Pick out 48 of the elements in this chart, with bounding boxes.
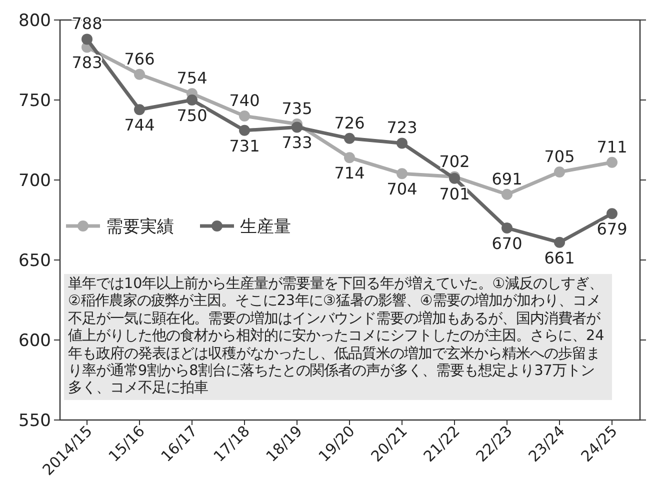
point (239, 124, 250, 136)
point (134, 68, 145, 80)
data-label: 704 (386, 180, 418, 199)
y-tick-label: 800 (18, 11, 51, 31)
data-label: 783 (72, 53, 102, 72)
point (502, 222, 512, 234)
point (239, 110, 250, 122)
data-label: 740 (229, 91, 260, 110)
data-label: 711 (596, 137, 628, 156)
point (554, 166, 565, 178)
data-label: 679 (596, 220, 628, 239)
data-label: 744 (124, 116, 155, 135)
data-label: 670 (492, 234, 522, 253)
data-label: 733 (282, 133, 312, 152)
point (292, 122, 302, 133)
data-label: 714 (334, 164, 365, 183)
point (606, 208, 618, 220)
legend-label: 生産量 (240, 217, 291, 237)
point (344, 152, 355, 164)
y-tick-label: 550 (18, 411, 51, 431)
point (396, 168, 408, 180)
y-tick-label: 650 (18, 251, 51, 271)
data-label: 661 (544, 248, 575, 268)
point (502, 188, 512, 200)
point (396, 138, 408, 149)
data-label: 788 (72, 14, 102, 34)
point (554, 236, 565, 248)
data-label: 723 (386, 118, 418, 138)
data-label: 701 (439, 184, 470, 204)
point (134, 104, 145, 116)
data-label: 735 (282, 99, 312, 118)
point (186, 94, 198, 106)
point (82, 34, 92, 45)
annotation: 単年では10年以上前から生産量が需要量を下回る年が増えていた。①減反のしすぎ、②稲作農家の疲弊が主因。そこに23年に③猛暑の影響、④需要の増加が加わり、コメ不足が一気に顕在化。需要の増加はインバウンド需要の増加もあるが、国内消費者が値上がりした他の食材から相対的に安かったコメにシフトしたのが主因。さらに、24年も政府の発表ほどは収穫がなかったし、低品質米の増加で玄米から精米への歩留まり率が通常9割から8割台に落ちたとの関係者の声が多く、需要も想定より37万トン多く、コメ不足に拍車 (64, 274, 612, 400)
data-label: 766 (124, 49, 155, 68)
data-label: 731 (229, 136, 260, 156)
data-label: 691 (492, 169, 522, 188)
y-tick-label: 700 (18, 171, 51, 191)
point (344, 132, 355, 144)
data-label: 754 (176, 68, 208, 88)
legend-label: 需要実績 (106, 217, 174, 237)
point (606, 156, 618, 168)
data-label: 750 (176, 106, 208, 125)
y-tick-label: 600 (18, 331, 51, 351)
data-label: 702 (439, 152, 470, 171)
y-tick-label: 750 (18, 91, 51, 111)
data-label: 705 (544, 147, 575, 166)
data-label: 726 (334, 113, 365, 132)
